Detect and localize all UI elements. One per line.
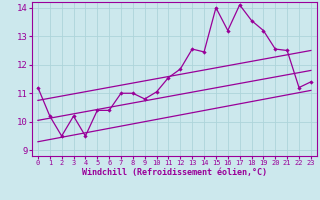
X-axis label: Windchill (Refroidissement éolien,°C): Windchill (Refroidissement éolien,°C) [82,168,267,177]
